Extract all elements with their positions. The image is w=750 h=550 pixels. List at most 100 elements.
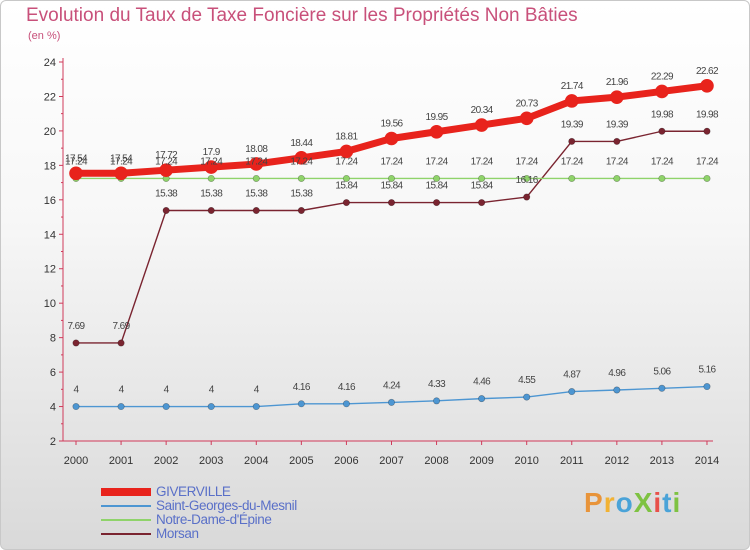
data-point [387,199,395,207]
x-tick-label: 2012 [605,455,629,467]
data-point [252,174,260,182]
data-label: 22.62 [696,66,719,77]
data-point [433,199,441,207]
data-point [703,127,711,135]
data-point [72,403,80,411]
data-label: 17.24 [516,156,539,167]
data-label: 15.84 [471,181,494,192]
data-label: 4.87 [563,370,581,381]
x-tick-label: 2013 [650,455,674,467]
data-label: 17.72 [155,150,178,161]
data-point [474,118,489,132]
data-label: 4.16 [293,382,311,393]
data-label: 17.54 [110,153,133,164]
data-label: 17.24 [426,156,449,167]
chart-title: Evolution du Taux de Taxe Foncière sur l… [26,5,578,26]
data-label: 7.69 [113,321,131,332]
data-label: 18.81 [335,131,358,142]
data-point [523,393,531,401]
data-label: 15.84 [380,181,403,192]
data-label: 19.39 [606,119,629,130]
data-point [252,206,260,214]
data-point [297,206,305,214]
data-point [297,400,305,408]
data-point [703,383,711,391]
data-label: 19.95 [426,112,449,123]
data-label: 22.29 [651,71,674,82]
data-point [429,124,444,139]
data-point [207,174,215,182]
data-point [207,403,215,411]
data-label: 4.46 [473,377,491,388]
data-label: 19.39 [561,119,584,130]
data-label: 17.24 [561,156,584,167]
data-point [433,174,441,182]
data-label: 17.9 [203,147,221,158]
data-point [207,206,215,214]
y-tick-label: 16 [44,195,56,207]
legend-label: Notre-Dame-d'Épine [156,512,272,527]
data-label: 17.24 [606,156,629,167]
data-label: 7.69 [67,321,85,332]
data-label: 17.24 [65,156,88,167]
data-point [117,403,125,411]
data-point [387,398,395,406]
y-tick-label: 24 [44,57,56,69]
y-tick-label: 10 [44,298,56,310]
data-label: 17.24 [290,156,313,167]
data-point [478,199,486,207]
data-point [700,78,714,93]
data-label: 5.16 [698,365,716,376]
proxiti-logo: ProXiti [584,487,682,518]
legend-label: Saint-Georges-du-Mesnil [156,498,297,513]
data-label: 15.84 [335,181,358,192]
data-point [387,174,395,182]
data-point [72,339,80,347]
data-point [297,174,305,182]
data-label: 16.16 [516,175,539,186]
data-point [564,94,579,108]
x-tick-label: 2005 [289,455,313,467]
data-label: 17.24 [110,156,133,167]
data-point [294,150,309,165]
data-point [204,160,219,174]
data-point [655,84,669,99]
data-label: 19.98 [651,109,674,120]
data-point [117,339,125,347]
data-label: 20.34 [471,105,494,116]
data-point [610,90,624,104]
data-label: 21.96 [606,77,629,88]
data-label: 4 [74,385,80,396]
data-label: 4 [254,385,260,396]
data-point [523,193,531,201]
data-point [658,127,666,135]
y-tick-label: 6 [50,367,56,379]
data-point [519,111,534,126]
legend-swatch [101,519,151,521]
data-point [478,174,486,182]
data-point [478,395,486,403]
y-tick-label: 12 [44,264,56,276]
data-point [114,166,128,181]
data-label: 17.24 [200,156,223,167]
data-label: 17.24 [380,156,403,167]
data-label: 4 [164,385,170,396]
data-label: 4.16 [338,382,356,393]
data-label: 4 [119,385,125,396]
data-label: 17.24 [651,156,674,167]
data-label: 17.54 [65,153,88,164]
y-tick-label: 22 [44,91,56,103]
legend-swatch [101,533,151,535]
data-point [568,174,576,182]
data-point [658,174,666,182]
data-label: 18.08 [245,144,268,155]
data-point [339,144,354,159]
x-tick-label: 2006 [334,455,358,467]
data-point [162,403,170,411]
x-tick-label: 2001 [109,455,133,467]
data-label: 17.24 [696,156,719,167]
data-label: 17.24 [335,156,358,167]
x-tick-label: 2008 [424,455,448,467]
data-point [342,400,350,408]
